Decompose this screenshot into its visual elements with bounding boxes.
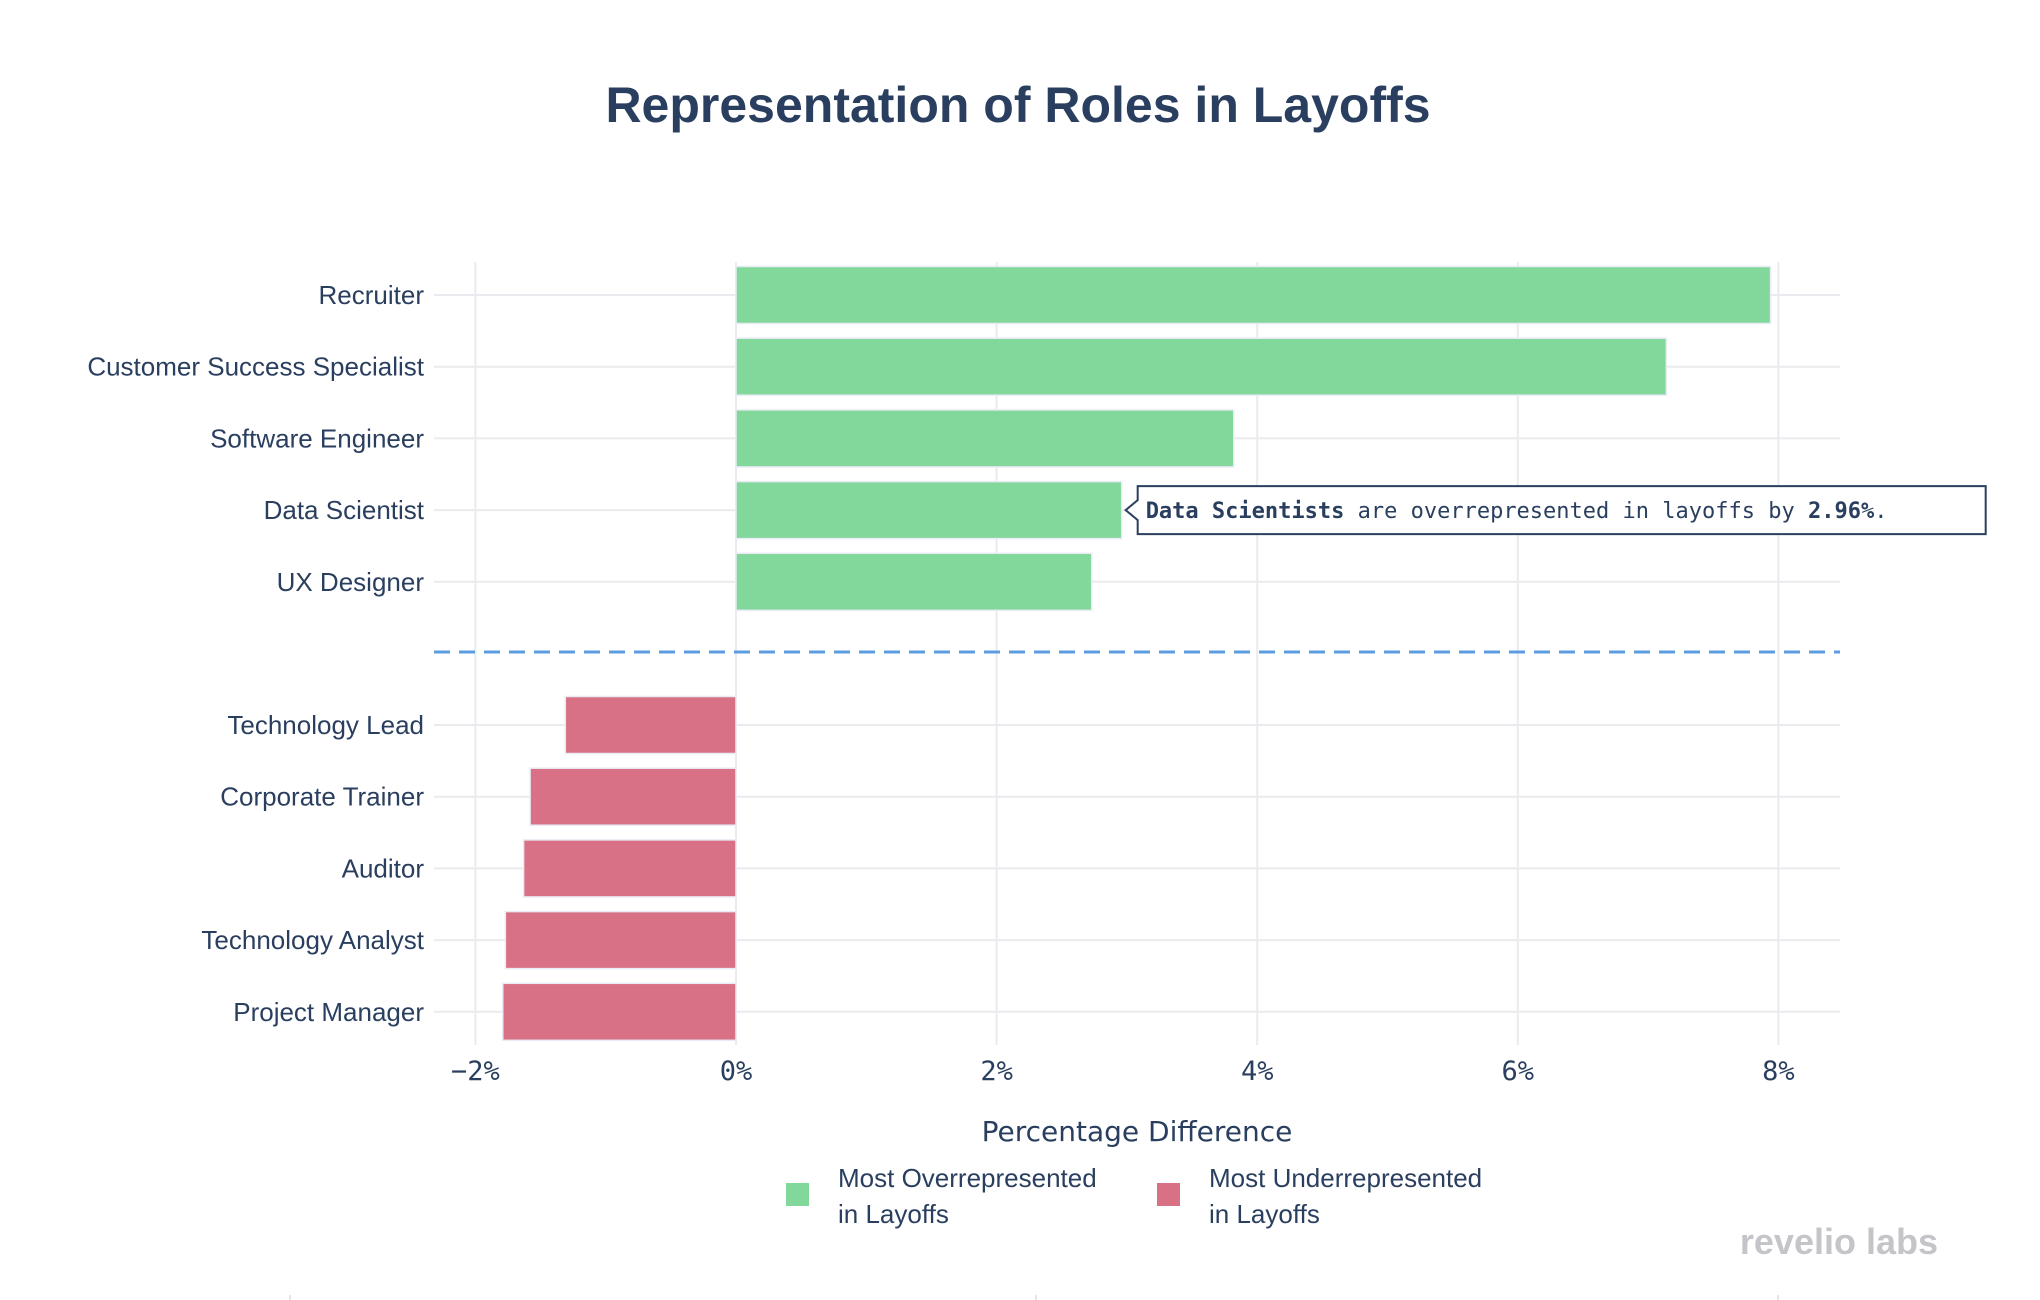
x-tick-label: 8% (1762, 1056, 1795, 1087)
category-label: Recruiter (319, 280, 425, 310)
x-tick-label: −2% (451, 1056, 500, 1087)
category-label: Technology Analyst (201, 925, 424, 955)
x-tick-label: 6% (1502, 1056, 1535, 1087)
category-label: Project Manager (233, 997, 424, 1027)
annotation: Data Scientists are overrepresented in l… (1124, 485, 1987, 536)
legend-label: in Layoffs (1209, 1199, 1320, 1229)
category-label: Corporate Trainer (220, 782, 424, 812)
legend-label: in Layoffs (838, 1199, 949, 1229)
category-labels: Recruiter Customer Success Specialist Soft… (87, 280, 424, 1027)
category-label: Technology Lead (227, 710, 424, 740)
x-axis-title: Percentage Difference (982, 1115, 1293, 1148)
bar-software-engineer[interactable] (735, 409, 1235, 468)
bars (502, 265, 1772, 1042)
category-label: Customer Success Specialist (87, 352, 424, 382)
legend: Most Overrepresented in Layoffs Most Under… (786, 1163, 1482, 1229)
bar-technology-lead[interactable] (564, 695, 737, 755)
x-tick-label: 2% (980, 1056, 1013, 1087)
bar-corporate-trainer[interactable] (529, 767, 737, 826)
bar-technology-analyst[interactable] (504, 910, 737, 970)
category-label: Auditor (342, 853, 425, 883)
x-tick-labels: −2% 0% 2% 4% 6% 8% (451, 1056, 1795, 1087)
annotation-text: Data Scientists are overrepresented in l… (1146, 499, 1888, 524)
x-tick-label: 4% (1241, 1056, 1274, 1087)
legend-label: Most Overrepresented (838, 1163, 1097, 1193)
bar-auditor[interactable] (522, 839, 737, 898)
bar-ux-designer[interactable] (735, 552, 1093, 612)
bar-data-scientist[interactable] (735, 480, 1123, 540)
x-tick-label: 0% (720, 1056, 753, 1087)
bar-customer-success-specialist[interactable] (735, 337, 1668, 396)
category-label: Software Engineer (210, 423, 424, 453)
revelio-labs-logo: revelio labs (1740, 1221, 1938, 1262)
category-label: UX Designer (277, 567, 425, 597)
annotation-box (1124, 485, 1987, 536)
legend-label: Most Underrepresented (1209, 1163, 1482, 1193)
legend-swatch (786, 1183, 809, 1206)
category-label: Data Scientist (264, 495, 425, 525)
chart-title: Representation of Roles in Layoffs (605, 77, 1430, 133)
legend-swatch (1157, 1183, 1180, 1206)
bar-project-manager[interactable] (502, 982, 737, 1042)
bar-recruiter[interactable] (735, 265, 1772, 325)
